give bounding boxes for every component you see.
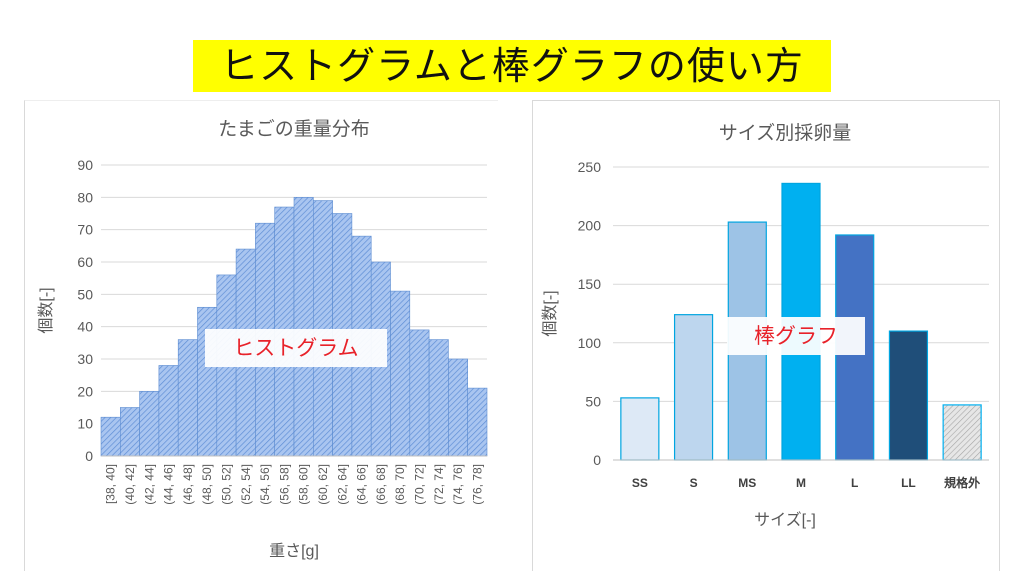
histogram-bar [100, 416, 121, 457]
y-tick-label: 50 [77, 286, 93, 302]
x-tick-label: (66, 68] [374, 464, 388, 505]
x-tick-label: [38, 40] [104, 464, 118, 504]
y-tick-label: 60 [77, 254, 93, 270]
histogram-annotation: ヒストグラム [205, 329, 387, 367]
histogram-bar [467, 387, 488, 457]
y-tick-label: 80 [77, 189, 93, 205]
x-tick-label: (42, 44] [142, 464, 156, 505]
y-tick-label: 200 [578, 218, 602, 234]
x-tick-label: (62, 64] [335, 464, 349, 505]
histogram-bar [158, 365, 179, 457]
histogram-y-axis-label: 個数[-] [37, 287, 55, 333]
bar-chart-annotation: 棒グラフ [727, 317, 865, 355]
x-tick-label: (74, 76] [451, 464, 465, 505]
x-tick-label: (60, 62] [316, 464, 330, 505]
x-tick-label: (68, 70] [393, 464, 407, 505]
histogram-bar [177, 339, 198, 457]
x-tick-label: M [796, 476, 806, 490]
x-tick-label: (64, 66] [355, 464, 369, 505]
x-tick-label: (58, 60] [297, 464, 311, 505]
x-tick-label: (72, 74] [432, 464, 446, 505]
x-tick-label: (46, 48] [181, 464, 195, 505]
y-tick-label: 90 [77, 157, 93, 173]
histogram-bar [120, 407, 140, 457]
x-tick-label: (48, 50] [200, 464, 214, 505]
bar-LL [888, 330, 929, 461]
histogram-bar [293, 197, 314, 457]
histogram-panel: たまごの重量分布 0 10 20 30 40 50 60 70 80 90 [38, 40] (40, … [24, 100, 498, 571]
x-tick-label: (76, 78] [470, 464, 484, 505]
x-tick-label: LL [901, 476, 916, 490]
histogram-bar [428, 339, 449, 457]
bar-SS [620, 397, 660, 461]
x-tick-label: (52, 54] [239, 464, 253, 505]
x-tick-label: L [851, 476, 858, 490]
y-tick-label: 0 [593, 452, 601, 468]
y-tick-label: 150 [578, 276, 602, 292]
y-tick-label: 250 [578, 159, 602, 175]
page-title: ヒストグラムと棒グラフの使い方 [193, 40, 831, 92]
bar-chart-x-axis-label: サイズ[-] [754, 511, 816, 529]
bar-規格外 [942, 404, 982, 461]
x-tick-label: MS [738, 476, 756, 490]
x-tick-label: (70, 72] [412, 464, 426, 505]
y-tick-label: 70 [77, 222, 93, 238]
histogram-chart: たまごの重量分布 0 10 20 30 40 50 60 70 80 90 [38, 40] (40, … [37, 118, 488, 560]
y-tick-label: 30 [77, 351, 93, 367]
histogram-bar [448, 358, 468, 457]
y-tick-label: 20 [77, 383, 93, 399]
x-tick-label: 規格外 [944, 475, 980, 490]
histogram-x-axis-label: 重さ[g] [269, 542, 319, 560]
bar-chart-y-axis-label: 個数[-] [541, 290, 559, 336]
x-tick-label: S [690, 476, 698, 490]
x-tick-label: (50, 52] [219, 464, 233, 505]
x-tick-label: (40, 42] [123, 464, 137, 505]
x-tick-label: (44, 46] [162, 464, 176, 505]
y-tick-label: 100 [578, 335, 602, 351]
histogram-title: たまごの重量分布 [218, 118, 369, 140]
histogram-bar [390, 290, 411, 457]
y-tick-label: 50 [585, 393, 601, 409]
x-tick-label: (54, 56] [258, 464, 272, 505]
histogram-bar [409, 329, 430, 457]
y-tick-label: 40 [77, 319, 93, 335]
x-tick-label: SS [632, 476, 648, 490]
y-tick-label: 10 [77, 416, 93, 432]
histogram-bar [139, 391, 160, 457]
bar-S [673, 314, 714, 461]
bar-chart-panel: サイズ別採卵量 0 50 100 150 200 250 SS S MS M L LL 規格外 サイズ[-]… [532, 100, 1000, 571]
y-tick-label: 0 [85, 448, 93, 464]
x-tick-label: (56, 58] [277, 464, 291, 505]
bar-chart-title: サイズ別採卵量 [719, 122, 851, 144]
